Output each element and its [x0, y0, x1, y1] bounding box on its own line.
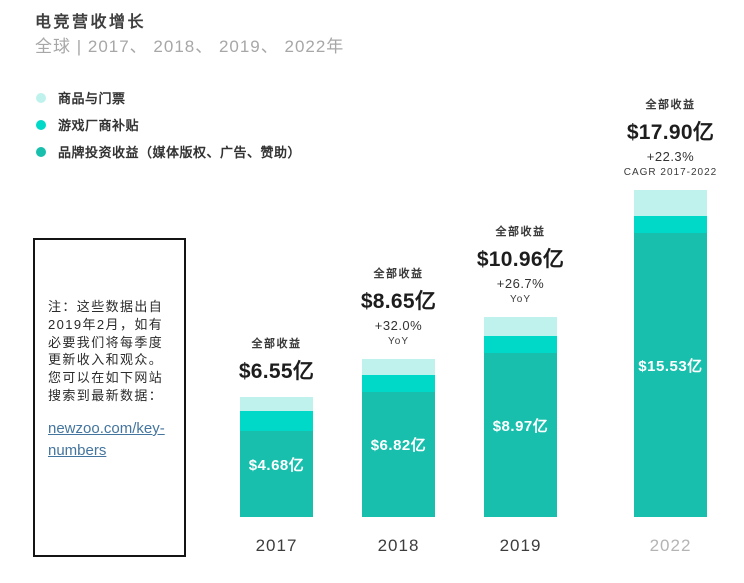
note-line: 搜索到最新数据：	[48, 387, 164, 403]
legend: 商品与门票游戏厂商补贴品牌投资收益（媒体版权、广告、赞助）	[36, 88, 301, 169]
total-revenue-value: $17.90亿	[626, 120, 715, 144]
legend-label: 游戏厂商补贴	[58, 118, 140, 133]
bar-annotation-2019: 全部收益 $10.96亿 +26.7% YoY	[426, 223, 616, 305]
merch-tickets-legend-dot-icon	[36, 92, 46, 103]
bar-segment-2022-brand: $15.53亿	[634, 233, 707, 517]
growth-percent: +26.7%	[496, 275, 545, 291]
bar-segment-2017-publisher	[240, 411, 313, 432]
total-revenue-caption: 全部收益	[645, 98, 696, 111]
page-subtitle: 全球 | 2017、 2018、 2019、 2022年	[35, 37, 345, 56]
x-axis-label-2022: 2022	[649, 536, 692, 555]
legend-label: 商品与门票	[58, 91, 126, 106]
note-line: 您可以在如下网站	[48, 370, 164, 386]
brand-segment-value-label: $15.53亿	[638, 357, 703, 375]
bar-segment-2018-publisher	[362, 374, 435, 393]
newzoo-link[interactable]: newzoo.com/key-numbers	[48, 418, 172, 462]
note-line: 注：这些数据出自	[48, 299, 164, 314]
note-line: 更新收入和观众。	[48, 352, 164, 368]
bar-segment-2018-merch	[362, 358, 435, 375]
bar-2019: $8.97亿	[484, 316, 557, 517]
bar-segment-2017-brand: $4.68亿	[240, 431, 313, 517]
newzoo-link-line[interactable]: newzoo.com/key-	[48, 419, 165, 437]
bar-segment-2019-publisher	[484, 335, 557, 354]
note-text: 注：这些数据出自 2019年2月，如有 必要我们将每季度 更新收入和观众。 您可以在如下…	[48, 298, 172, 405]
bar-segment-2017-merch	[240, 397, 313, 412]
note-line: 必要我们将每季度	[48, 334, 164, 350]
bar-2017: $4.68亿	[240, 397, 313, 517]
note-line: 2019年2月，如有	[48, 316, 164, 332]
bar-segment-2018-brand: $6.82亿	[362, 392, 435, 517]
bar-2022: $15.53亿	[634, 189, 707, 517]
growth-caption: YoY	[510, 293, 531, 305]
bar-segment-2022-merch	[634, 189, 707, 216]
x-axis-label-2017: 2017	[255, 536, 298, 555]
x-axis-label-2018: 2018	[377, 536, 420, 555]
note-box: 注：这些数据出自 2019年2月，如有 必要我们将每季度 更新收入和观众。 您可以在如下…	[33, 238, 186, 557]
total-revenue-caption: 全部收益	[373, 267, 424, 280]
bar-segment-2022-publisher	[634, 215, 707, 234]
bar-annotation-2018: 全部收益 $8.65亿 +32.0% YoY	[304, 265, 494, 347]
bar-annotation-2022: 全部收益 $17.90亿 +22.3% CAGR 2017-2022	[576, 96, 744, 178]
brand-segment-value-label: $4.68亿	[248, 456, 305, 474]
bar-2018: $6.82亿	[362, 358, 435, 517]
x-axis-label-2019: 2019	[499, 536, 542, 555]
total-revenue-value: $10.96亿	[476, 247, 565, 271]
total-revenue-value: $6.55亿	[238, 360, 315, 384]
bar-segment-2019-brand: $8.97亿	[484, 353, 557, 517]
total-revenue-caption: 全部收益	[495, 225, 546, 238]
growth-caption: YoY	[388, 335, 409, 347]
bar-annotation-2017: 全部收益 $6.55亿	[182, 335, 372, 385]
brand-segment-value-label: $6.82亿	[370, 437, 427, 455]
brand-investment-legend-dot-icon	[36, 146, 46, 157]
legend-label: 品牌投资收益（媒体版权、广告、赞助）	[58, 145, 302, 160]
growth-caption: CAGR 2017-2022	[623, 166, 718, 178]
total-revenue-value: $8.65亿	[360, 289, 437, 313]
growth-percent: +32.0%	[374, 317, 423, 333]
page-title: 电竞营收增长	[35, 14, 147, 31]
growth-percent: +22.3%	[646, 148, 695, 164]
total-revenue-caption: 全部收益	[251, 338, 302, 351]
publisher-fees-legend-dot-icon	[36, 119, 46, 130]
legend-item-merch-tickets: 商品与门票	[36, 88, 301, 107]
bar-segment-2019-merch	[484, 316, 557, 336]
legend-item-brand-investment: 品牌投资收益（媒体版权、广告、赞助）	[36, 142, 301, 161]
newzoo-link-line[interactable]: numbers	[48, 441, 107, 459]
brand-segment-value-label: $8.97亿	[492, 417, 549, 435]
legend-item-publisher-fees: 游戏厂商补贴	[36, 115, 301, 134]
